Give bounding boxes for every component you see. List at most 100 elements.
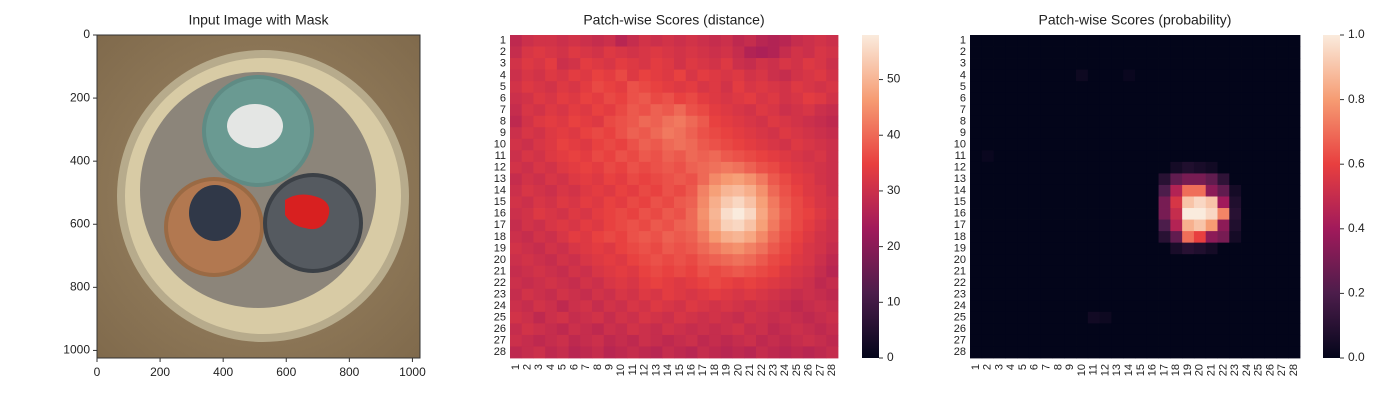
- heatmap-cell: [1017, 196, 1030, 209]
- heatmap-cell: [1064, 196, 1077, 209]
- heatmap-cell: [615, 208, 628, 220]
- heatmap-cell: [545, 46, 558, 59]
- heatmap-cell: [662, 311, 675, 324]
- heatmap-cell: [1264, 231, 1277, 244]
- heatmap-cell: [1028, 115, 1042, 128]
- heatmap-cell: [592, 115, 605, 128]
- heatmap-cell: [1288, 104, 1301, 117]
- heatmap-cell: [1288, 127, 1301, 140]
- heatmap-cell: [732, 277, 745, 290]
- heatmap-cell: [697, 92, 710, 105]
- heatmap-cell: [779, 300, 792, 313]
- heatmap-cell: [732, 173, 745, 186]
- heatmap-cell: [1170, 104, 1183, 117]
- x-tick-label: 15: [1135, 364, 1147, 376]
- heatmap-cell: [697, 323, 710, 336]
- heatmap-cell: [533, 208, 546, 220]
- x-tick-label: 6: [1029, 364, 1041, 370]
- heatmap-cell: [779, 46, 792, 59]
- heatmap-cell: [1241, 161, 1254, 174]
- x-tick-label: 17: [697, 364, 709, 376]
- heatmap-cell: [970, 69, 983, 82]
- heatmap-cell: [521, 35, 534, 47]
- heatmap-cell: [1217, 219, 1230, 232]
- heatmap-cell: [1146, 254, 1159, 267]
- heatmap-cell: [1217, 127, 1230, 140]
- heatmap-cell: [545, 346, 558, 359]
- heatmap-cell: [779, 208, 792, 220]
- heatmap-cell: [1040, 81, 1053, 94]
- heatmap-cell: [1241, 35, 1254, 47]
- heatmap-cell: [1135, 346, 1148, 359]
- heatmap-cell: [615, 138, 628, 151]
- heatmap-cell: [1123, 254, 1136, 267]
- heatmap-cell: [1252, 35, 1266, 47]
- x-tick-label: 28: [826, 364, 838, 376]
- chart-title: Input Image with Mask: [188, 12, 329, 28]
- heatmap-cell: [627, 138, 640, 151]
- heatmap-cell: [627, 69, 640, 82]
- heatmap-cell: [1205, 288, 1218, 301]
- heatmap-cell: [732, 334, 745, 347]
- heatmap-cell: [1099, 323, 1112, 336]
- heatmap-cell: [556, 115, 569, 128]
- heatmap-cell: [1217, 173, 1230, 186]
- heatmap-cell: [1217, 265, 1230, 278]
- heatmap-cell: [802, 69, 815, 82]
- heatmap-cell: [970, 81, 983, 94]
- heatmap-cell: [993, 69, 1006, 82]
- heatmap-cell: [662, 81, 675, 94]
- heatmap-cell: [779, 69, 792, 82]
- heatmap-cell: [970, 58, 983, 71]
- heatmap-cell: [615, 254, 628, 267]
- heatmap-cell: [1005, 35, 1018, 47]
- heatmap-cell: [791, 311, 804, 324]
- heatmap-cell: [674, 127, 687, 140]
- heatmap-cell: [1111, 334, 1124, 347]
- heatmap-cell: [1217, 231, 1230, 244]
- heatmap-cell: [732, 265, 745, 278]
- heatmap-cell: [1158, 265, 1171, 278]
- y-tick-label: 10: [954, 138, 966, 150]
- heatmap-cell: [756, 81, 769, 94]
- heatmap-cell: [779, 92, 792, 105]
- heatmap-cell: [767, 323, 780, 336]
- heatmap-cell: [697, 35, 710, 47]
- y-tick-label: 3: [500, 58, 506, 70]
- heatmap-cell: [1123, 184, 1136, 197]
- heatmap-cell: [592, 196, 605, 209]
- heatmap-cell: [662, 46, 675, 59]
- y-tick-label: 10: [494, 138, 506, 150]
- colorbar-tick-label: 50: [887, 72, 901, 86]
- heatmap-cell: [767, 196, 780, 209]
- colorbar: [862, 35, 879, 358]
- heatmap-cell: [1064, 69, 1077, 82]
- heatmap-cell: [826, 184, 839, 197]
- heatmap-cell: [615, 231, 628, 244]
- x-tick-label: 18: [709, 364, 721, 376]
- heatmap-cell: [1158, 184, 1171, 197]
- heatmap-cell: [767, 69, 780, 82]
- y-tick-label: 28: [494, 346, 506, 358]
- heatmap-cell: [521, 127, 534, 140]
- heatmap-cell: [1241, 300, 1254, 313]
- heatmap-cell: [814, 288, 827, 301]
- heatmap-cell: [720, 81, 733, 94]
- heatmap-cell: [568, 173, 581, 186]
- y-tick-label: 9: [500, 127, 506, 139]
- heatmap-cell: [732, 81, 745, 94]
- heatmap-cell: [568, 127, 581, 140]
- heatmap-cell: [802, 104, 815, 117]
- heatmap-cell: [993, 92, 1006, 105]
- heatmap-cell: [993, 254, 1006, 267]
- heatmap-cell: [1252, 184, 1266, 197]
- heatmap-cell: [1252, 254, 1266, 267]
- heatmap-cell: [802, 346, 815, 359]
- heatmap-cell: [791, 219, 804, 232]
- heatmap-cell: [732, 196, 745, 209]
- heatmap-cell: [627, 311, 640, 324]
- heatmap-cell: [533, 311, 546, 324]
- heatmap-cell: [1170, 161, 1183, 174]
- heatmap-cell: [510, 104, 523, 117]
- heatmap-cell: [1017, 35, 1030, 47]
